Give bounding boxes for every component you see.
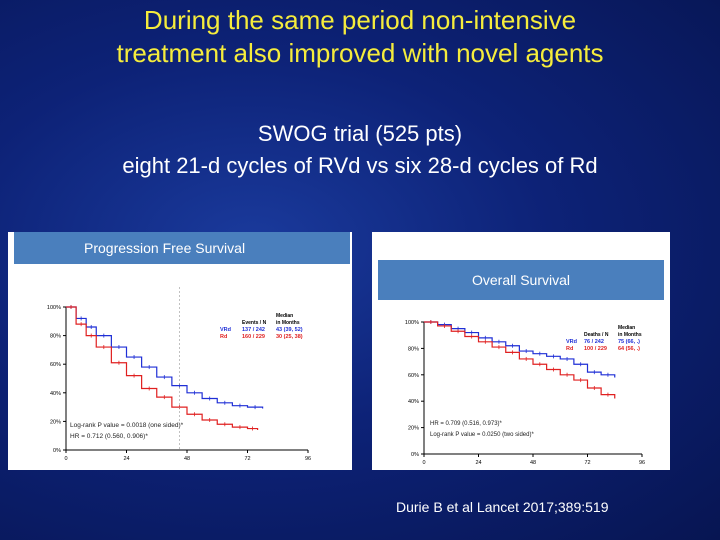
pfs-annotation: HR = 0.712 (0.560, 0.906)* bbox=[70, 433, 148, 440]
pfs-x-tick-label: 96 bbox=[305, 456, 311, 462]
os-annotation: Log-rank P value = 0.0250 (two sided)* bbox=[430, 432, 534, 438]
pfs-chart-panel: Progression Free Survival 0% 20% 40% 60% 80%… bbox=[8, 232, 352, 470]
os-legend-header-events: Deaths / N bbox=[584, 332, 609, 338]
os-legend-name: Rd bbox=[566, 346, 573, 352]
os-legend-header-median: Median bbox=[618, 325, 635, 331]
os-x-tick-label: 96 bbox=[639, 460, 645, 466]
os-y-tick-label: 40% bbox=[408, 399, 419, 405]
pfs-y-tick-label: 40% bbox=[50, 391, 61, 397]
pfs-legend-events: 137 / 242 bbox=[242, 327, 265, 333]
os-legend-median: 75 (66, .) bbox=[618, 339, 640, 345]
slide-title: During the same period non-intensive tre… bbox=[0, 4, 720, 70]
title-line-2: treatment also improved with novel agent… bbox=[116, 38, 604, 68]
pfs-series-rd-line bbox=[66, 306, 259, 430]
os-y-tick-label: 100% bbox=[405, 320, 419, 326]
os-series-rd-line bbox=[424, 321, 616, 399]
os-x-tick-label: 72 bbox=[584, 460, 590, 466]
pfs-legend-name: VRd bbox=[220, 327, 231, 333]
pfs-legend-median: 30 (25, 38) bbox=[276, 334, 303, 340]
pfs-legend-header-events: Events / N bbox=[242, 320, 267, 326]
pfs-legend-events: 160 / 229 bbox=[242, 334, 265, 340]
pfs-x-tick-label: 72 bbox=[244, 456, 250, 462]
subtitle-line-1: SWOG trial (525 pts) bbox=[257, 121, 463, 146]
os-y-tick-label: 80% bbox=[408, 346, 419, 352]
pfs-x-tick-label: 48 bbox=[184, 456, 190, 462]
pfs-y-tick-label: 0% bbox=[53, 448, 61, 454]
pfs-y-tick-label: 100% bbox=[47, 305, 61, 311]
os-chart-panel: Overall Survival 0% 20% 40% 60% 80% 100% 0 24 48… bbox=[372, 232, 670, 470]
pfs-chart-title: Progression Free Survival bbox=[14, 232, 350, 264]
title-line-1: During the same period non-intensive bbox=[143, 5, 577, 35]
pfs-x-tick-label: 0 bbox=[64, 456, 67, 462]
os-x-tick-label: 24 bbox=[475, 460, 481, 466]
os-legend-name: VRd bbox=[566, 339, 577, 345]
os-x-tick-label: 48 bbox=[530, 460, 536, 466]
os-y-tick-label: 60% bbox=[408, 373, 419, 379]
os-legend-median: 64 (56, .) bbox=[618, 346, 640, 352]
pfs-series-vrd-line bbox=[66, 306, 264, 409]
os-series-vrd-line bbox=[424, 321, 616, 378]
os-annotation: HR = 0.709 (0.516, 0.973)* bbox=[430, 421, 503, 427]
os-y-tick-label: 20% bbox=[408, 426, 419, 432]
slide-subtitle: SWOG trial (525 pts) eight 21-d cycles o… bbox=[0, 118, 720, 182]
os-legend-events: 76 / 242 bbox=[584, 339, 604, 345]
pfs-y-tick-label: 80% bbox=[50, 334, 61, 340]
pfs-y-tick-label: 60% bbox=[50, 362, 61, 368]
os-legend-header-months: in Months bbox=[618, 332, 642, 338]
pfs-x-tick-label: 24 bbox=[123, 456, 129, 462]
citation: Durie B et al Lancet 2017;389:519 bbox=[396, 499, 609, 515]
subtitle-line-2: eight 21-d cycles of RVd vs six 28-d cyc… bbox=[122, 153, 598, 178]
os-chart: 0% 20% 40% 60% 80% 100% 0 24 48 72 96 Median Deaths … bbox=[405, 320, 645, 466]
os-chart-title: Overall Survival bbox=[378, 260, 664, 300]
os-legend-events: 100 / 229 bbox=[584, 346, 607, 352]
os-x-tick-label: 0 bbox=[422, 460, 425, 466]
pfs-y-tick-label: 20% bbox=[50, 419, 61, 425]
pfs-legend-header-median: Median bbox=[276, 313, 293, 319]
os-y-tick-label: 0% bbox=[411, 452, 419, 458]
pfs-legend-median: 43 (39, 52) bbox=[276, 327, 303, 333]
pfs-chart: 0% 20% 40% 60% 80% 100% 0 24 48 72 96 Median Events … bbox=[47, 287, 311, 462]
pfs-legend-header-months: in Months bbox=[276, 320, 300, 326]
pfs-legend-name: Rd bbox=[220, 334, 227, 340]
pfs-annotation: Log-rank P value = 0.0018 (one sided)* bbox=[70, 422, 184, 429]
